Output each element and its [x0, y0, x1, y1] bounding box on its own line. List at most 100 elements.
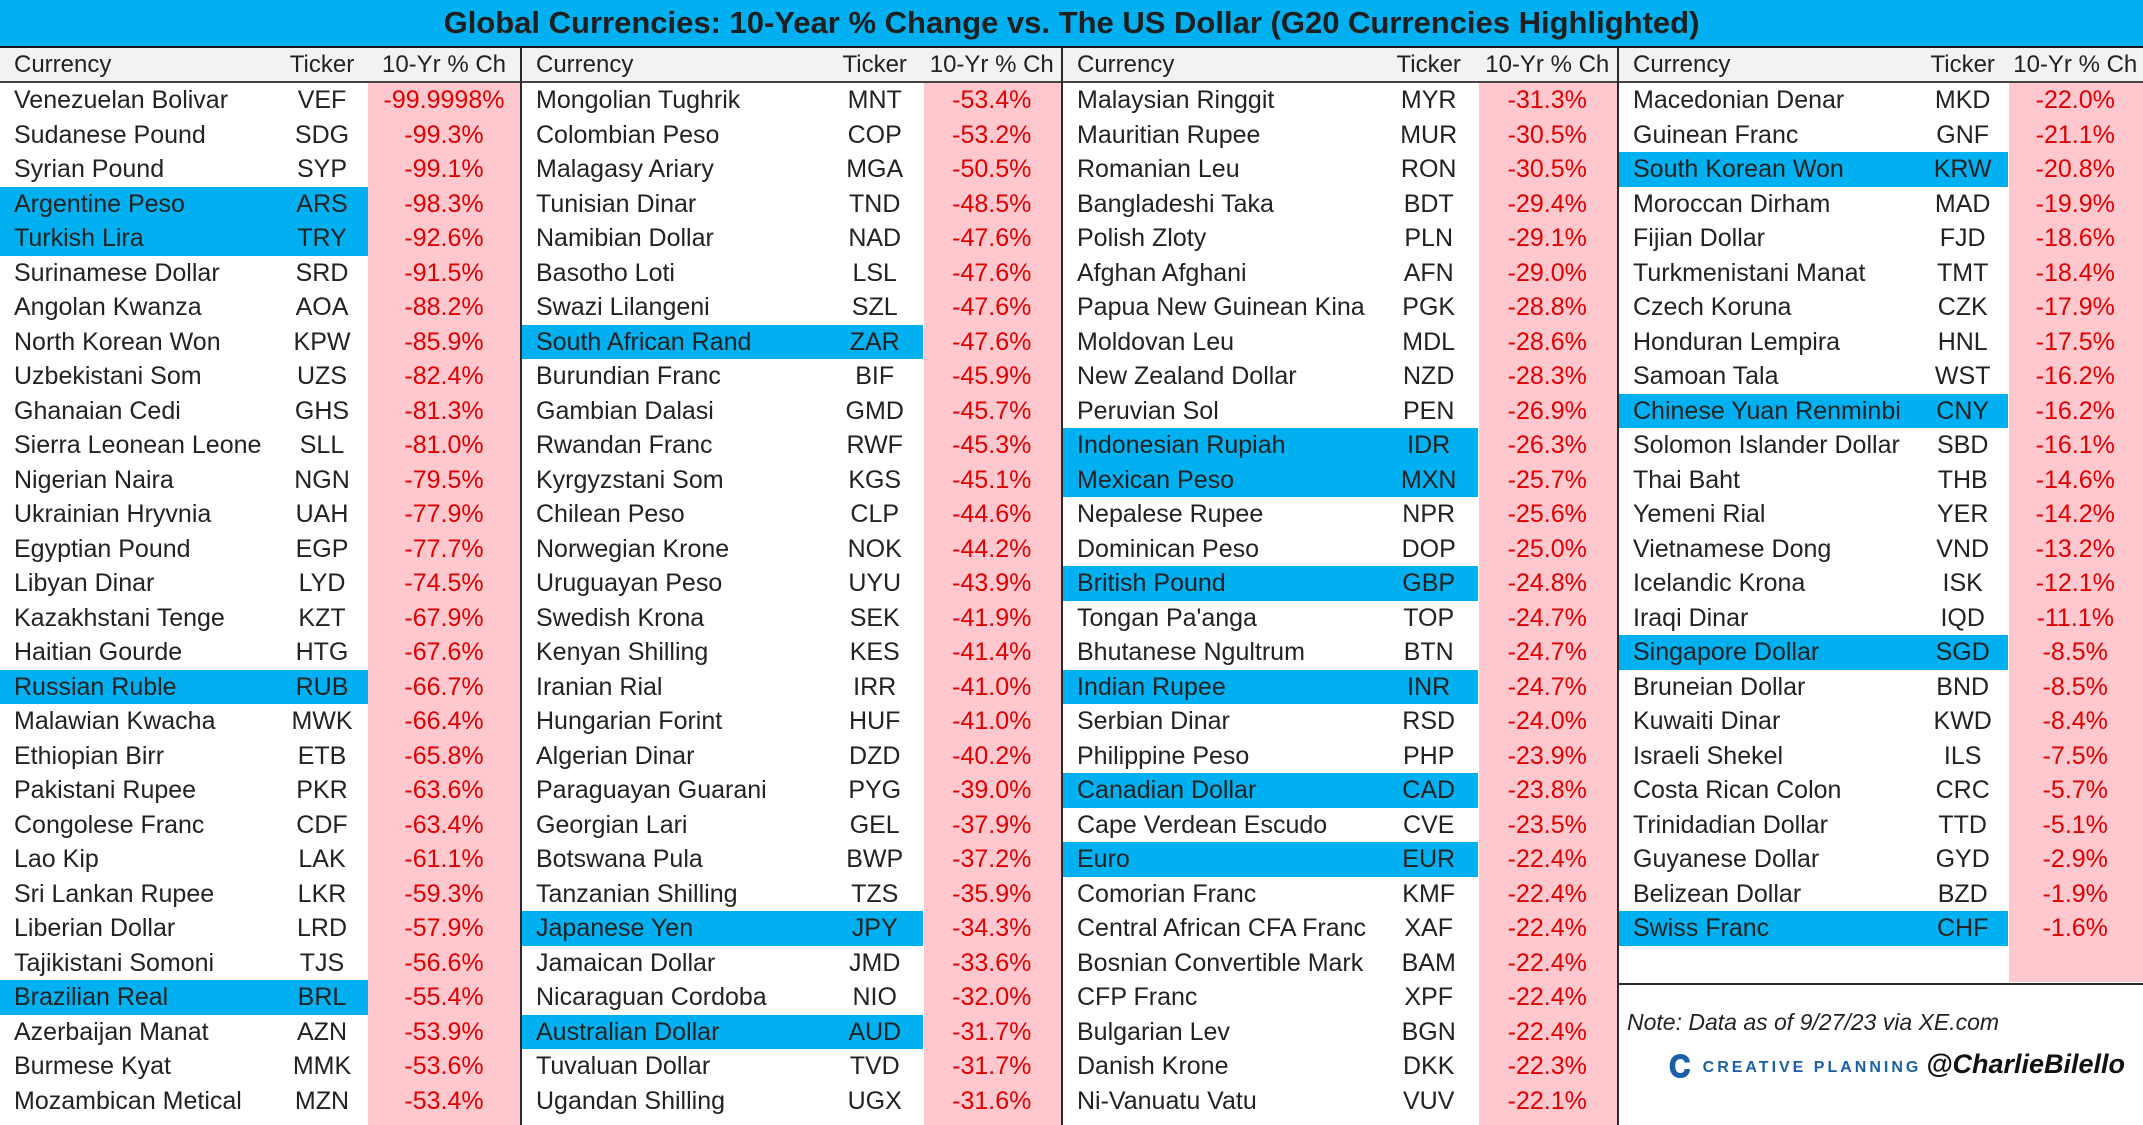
change-cell: -77.9% — [404, 500, 484, 528]
change-cell: -37.2% — [952, 845, 1032, 873]
ticker-cell: LAK — [298, 845, 346, 873]
currency-cell: Rwandan Franc — [536, 431, 713, 459]
currency-cell: Bangladeshi Taka — [1077, 189, 1274, 218]
ticker-cell: SEK — [849, 603, 900, 632]
currency-cell: Mexican Peso — [1063, 462, 1380, 497]
currency-cell: Israeli Shekel — [1633, 741, 1784, 770]
currency-cell: Syrian Pound — [14, 155, 165, 183]
ticker-cell: UZS — [297, 362, 347, 390]
change-cell: -44.6% — [952, 500, 1032, 528]
table-row: Egyptian Pound EGP -77.7% — [0, 532, 520, 567]
table-row-g20: Russian Ruble RUB -66.7% — [0, 669, 520, 704]
currency-cell: Mauritian Rupee — [1077, 120, 1261, 149]
currency-cell: Danish Krone — [1077, 1052, 1229, 1080]
change-cell: -24.7% — [1507, 638, 1587, 666]
table-row: Bhutanese Ngultrum BTN -24.7% — [1063, 635, 1617, 670]
table-row: Azerbaijan Manat AZN -53.9% — [0, 1015, 520, 1050]
currency-cell: Fijian Dollar — [1633, 224, 1765, 252]
ticker-cell: PLN — [1404, 224, 1454, 252]
ticker-cell: MWK — [291, 707, 353, 735]
currency-cell: Solomon Islander Dollar — [1633, 431, 1900, 459]
change-cell: -21.1% — [2035, 120, 2115, 149]
table-row: Bosnian Convertible Mark BAM -22.4% — [1063, 946, 1617, 981]
table-row: Jamaican Dollar JMD -33.6% — [522, 946, 1061, 981]
change-cell: -41.0% — [952, 672, 1032, 701]
ticker-cell: NOK — [847, 534, 902, 563]
change-cell: -63.4% — [404, 810, 484, 839]
table-row: Ghanaian Cedi GHS -81.3% — [0, 394, 520, 429]
change-cell: -99.3% — [404, 120, 484, 149]
table-row: Yemeni Rial YER -14.2% — [1619, 497, 2143, 532]
change-cell: -77.7% — [404, 534, 484, 563]
currency-cell: Thai Baht — [1633, 465, 1741, 494]
change-cell: -37.9% — [952, 810, 1032, 839]
currency-cell: Nigerian Naira — [14, 465, 174, 494]
ticker-cell: BRL — [276, 980, 368, 1015]
currency-cell: Peruvian Sol — [1077, 396, 1219, 425]
currency-cell: Liberian Dollar — [14, 914, 176, 942]
table-row: Georgian Lari GEL -37.9% — [522, 808, 1061, 843]
change-cell: -55.4% — [404, 983, 484, 1011]
currency-cell: Sudanese Pound — [14, 120, 206, 149]
table-row: Bruneian Dollar BND -8.5% — [1619, 670, 2143, 705]
ticker-cell: GMD — [845, 396, 904, 425]
table-row: Turkmenistani Manat TMT -18.4% — [1619, 256, 2143, 291]
brand-name: CREATIVE PLANNING — [1702, 1059, 1922, 1076]
currency-cell: South Korean Won — [1619, 152, 1918, 187]
currency-cell: Iraqi Dinar — [1633, 603, 1749, 632]
change-cell: -63.6% — [404, 776, 484, 804]
ticker-cell: VND — [1936, 534, 1990, 563]
ticker-cell: MYR — [1400, 86, 1457, 114]
change-cell: -23.8% — [1507, 776, 1587, 804]
table-row: Rwandan Franc RWF -45.3% — [522, 428, 1061, 463]
creative-planning-logo: 𝐂 CREATIVE PLANNING — [1669, 1051, 1921, 1085]
currency-cell: Philippine Peso — [1077, 741, 1250, 770]
currency-cell: Basotho Loti — [536, 258, 675, 287]
currency-cell: Icelandic Krona — [1633, 569, 1806, 597]
table-row: Venezuelan Bolivar VEF -99.9998% — [0, 83, 520, 118]
currency-cell: Kyrgyzstani Som — [536, 465, 724, 494]
currency-cell: Guinean Franc — [1633, 120, 1799, 149]
table-row: Romanian Leu RON -30.5% — [1063, 152, 1617, 187]
change-cell: -13.2% — [2035, 534, 2115, 563]
currency-cell: Comorian Franc — [1077, 879, 1257, 908]
currency-cell: Bhutanese Ngultrum — [1077, 638, 1305, 666]
table-row: Uruguayan Peso UYU -43.9% — [522, 566, 1061, 601]
ticker-cell: RWF — [846, 431, 903, 459]
table-row: Hungarian Forint HUF -41.0% — [522, 704, 1061, 739]
change-cell: -12.1% — [2035, 569, 2115, 597]
ticker-cell: AOA — [295, 293, 349, 321]
ticker-cell: TOP — [1403, 603, 1455, 632]
author-handle: @CharlieBilello — [1926, 1049, 2125, 1079]
ticker-cell: CVE — [1402, 810, 1455, 839]
ticker-cell: CZK — [1937, 293, 1988, 321]
table-row: Syrian Pound SYP -99.1% — [0, 152, 520, 187]
table-row: Liberian Dollar LRD -57.9% — [0, 911, 520, 946]
currency-cell: Surinamese Dollar — [14, 258, 220, 287]
ticker-cell: FJD — [1939, 224, 1986, 252]
table-row: Dominican Peso DOP -25.0% — [1063, 532, 1617, 567]
ticker-cell: NGN — [294, 465, 350, 494]
ticker-cell: ILS — [1943, 741, 1982, 770]
ticker-cell: DOP — [1401, 534, 1456, 563]
currency-cell: Congolese Franc — [14, 810, 205, 839]
change-cell: -29.4% — [1507, 189, 1587, 218]
change-cell: -57.9% — [404, 914, 484, 942]
currency-cell: Yemeni Rial — [1633, 500, 1766, 528]
table-row: Malaysian Ringgit MYR -31.3% — [1063, 83, 1617, 118]
table-panel-1: Currency Ticker 10-Yr % Ch Venezuelan Bo… — [0, 48, 520, 1125]
header-currency: Currency — [536, 51, 634, 78]
ticker-cell: ETB — [297, 741, 347, 770]
table-row: Sierra Leonean Leone SLL -81.0% — [0, 428, 520, 463]
ticker-cell: MGA — [846, 155, 904, 183]
currency-cell: Malagasy Ariary — [536, 155, 714, 183]
currency-cell: Tanzanian Shilling — [536, 879, 738, 908]
ticker-cell: TVD — [849, 1052, 900, 1080]
currency-cell: Singapore Dollar — [1619, 635, 1918, 670]
table-row: Tuvaluan Dollar TVD -31.7% — [522, 1049, 1061, 1084]
table-row-g20: Euro EUR -22.4% — [1063, 842, 1617, 877]
change-cell: -48.5% — [952, 189, 1032, 218]
currency-cell: Dominican Peso — [1077, 534, 1260, 563]
currency-cell: Malaysian Ringgit — [1077, 86, 1275, 114]
table-row: Basotho Loti LSL -47.6% — [522, 256, 1061, 291]
